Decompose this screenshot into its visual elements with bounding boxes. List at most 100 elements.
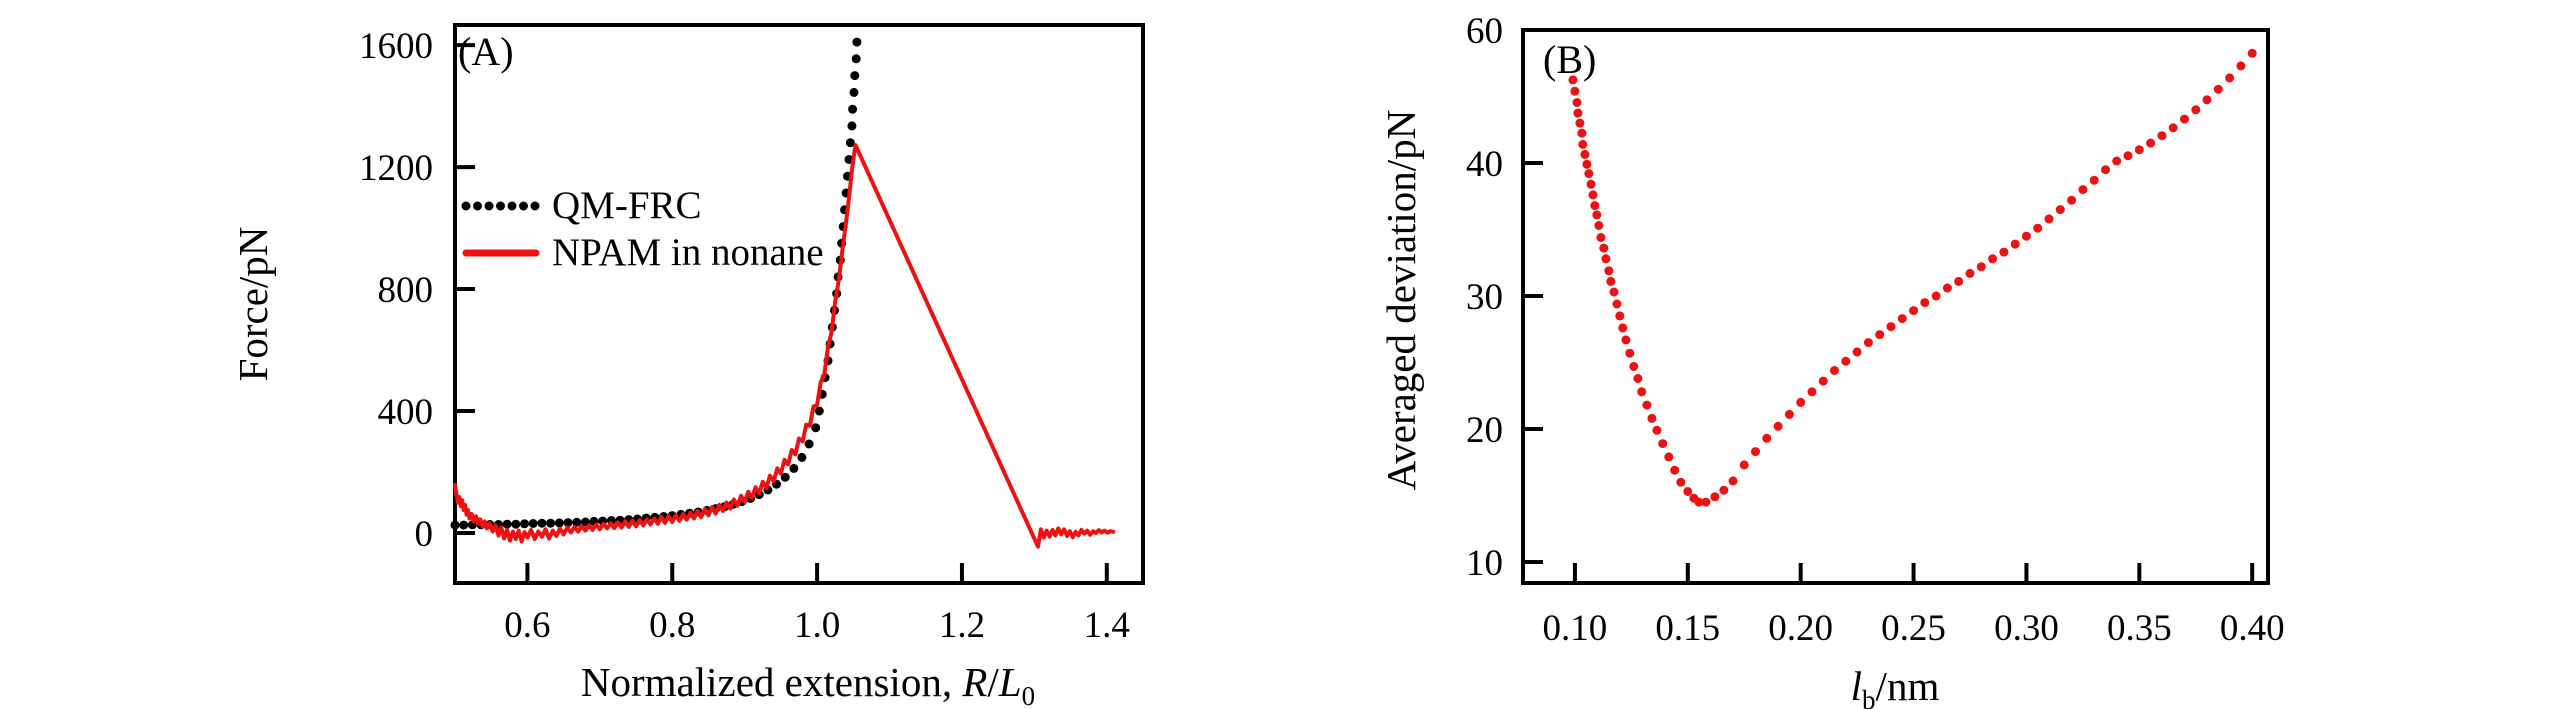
data-point bbox=[797, 452, 807, 462]
legend-item-npam-in-nonane: NPAM in nonane bbox=[460, 231, 824, 275]
data-point bbox=[502, 519, 512, 529]
data-point bbox=[2202, 95, 2212, 105]
data-point bbox=[2089, 175, 2099, 185]
data-point bbox=[1784, 409, 1794, 419]
data-point bbox=[528, 519, 538, 528]
data-point bbox=[1739, 460, 1749, 470]
data-point bbox=[1658, 439, 1668, 449]
data-point bbox=[554, 518, 564, 528]
panel-b-x-title-unit: /nm bbox=[1875, 663, 1940, 709]
data-point bbox=[1683, 487, 1693, 496]
data-point bbox=[1582, 159, 1592, 169]
y-tick-label: 1600 bbox=[359, 26, 433, 67]
data-point bbox=[2101, 165, 2110, 175]
data-point bbox=[1609, 287, 1619, 297]
y-tick-label: 400 bbox=[378, 392, 434, 433]
panel-b-label: (B) bbox=[1543, 37, 1597, 82]
data-point bbox=[2146, 138, 2156, 148]
data-point bbox=[2055, 205, 2065, 215]
data-point bbox=[1596, 233, 1606, 242]
data-point bbox=[2021, 231, 2031, 241]
data-point bbox=[2078, 185, 2088, 195]
panel-a-x-title-slash: / bbox=[987, 659, 999, 705]
data-point bbox=[2247, 48, 2257, 58]
x-tick-label: 0.8 bbox=[649, 605, 695, 646]
x-tick-label: 1.4 bbox=[1084, 605, 1130, 646]
x-tick-label: 0.30 bbox=[1994, 608, 2059, 649]
data-point bbox=[1572, 98, 1582, 107]
y-tick-label: 40 bbox=[1466, 144, 1503, 185]
data-point bbox=[1762, 433, 1772, 443]
data-point bbox=[1796, 397, 1806, 407]
data-point bbox=[1852, 347, 1862, 357]
legend-label-qm-frc: QM-FRC bbox=[552, 184, 702, 227]
x-tick-label: 0.15 bbox=[1655, 608, 1720, 649]
data-point bbox=[1965, 268, 1975, 278]
y-tick-label: 0 bbox=[415, 514, 434, 555]
data-point bbox=[789, 463, 799, 473]
y-tick-label: 800 bbox=[378, 270, 434, 311]
data-point bbox=[1642, 400, 1652, 410]
data-point bbox=[1670, 465, 1680, 475]
data-point bbox=[1601, 254, 1611, 264]
panel-b-plot: 0.10 0.15 0.20 0.25 0.30 0.35 0.40 10 20 30 40 60 bbox=[1466, 11, 2285, 649]
data-point bbox=[811, 423, 821, 433]
data-point bbox=[1931, 291, 1941, 301]
panel-b-x-title-var-l: l bbox=[1850, 663, 1863, 709]
data-point bbox=[2134, 145, 2144, 155]
panel-b-x-axis-title: lb/nm bbox=[1851, 662, 1940, 709]
averaged-deviation-series bbox=[1568, 48, 2257, 507]
panel-a-plot: 0.6 0.8 1.0 1.2 1.4 0 400 800 1200 1600 bbox=[359, 23, 1145, 646]
data-point bbox=[1570, 86, 1580, 96]
panel-b-frame bbox=[1521, 28, 2270, 585]
data-point bbox=[2067, 195, 2077, 205]
data-point bbox=[814, 406, 824, 416]
data-point bbox=[845, 138, 855, 148]
x-tick-label: 0.35 bbox=[2107, 608, 2172, 649]
qm-frc-dotted-line-swatch bbox=[461, 201, 541, 211]
data-point bbox=[1599, 243, 1609, 253]
data-point bbox=[1594, 221, 1604, 230]
x-tick-label: 0.40 bbox=[2220, 608, 2285, 649]
y-tick-label: 30 bbox=[1466, 277, 1503, 318]
data-point bbox=[1577, 128, 1587, 138]
qm-frc-series bbox=[450, 37, 862, 530]
data-point bbox=[2180, 114, 2189, 124]
data-point bbox=[2236, 61, 2246, 71]
panel-a-x-title-text: Normalized extension, bbox=[580, 659, 963, 705]
data-point bbox=[848, 104, 858, 114]
data-point bbox=[850, 71, 860, 81]
panel-b-x-title-subscript: b bbox=[1862, 685, 1876, 709]
data-point bbox=[2225, 73, 2235, 83]
data-point bbox=[2157, 131, 2167, 141]
data-point bbox=[2123, 151, 2133, 161]
npam-in-nonane-series bbox=[453, 143, 1116, 549]
data-point bbox=[1751, 447, 1760, 457]
panel-a-frame bbox=[453, 23, 1145, 585]
data-point bbox=[1637, 387, 1647, 397]
data-point bbox=[847, 121, 857, 131]
data-point bbox=[1604, 266, 1614, 276]
data-point bbox=[459, 520, 469, 530]
x-tick-label: 1.0 bbox=[794, 605, 840, 646]
panel-a-x-title-var-R: R bbox=[962, 659, 988, 705]
x-tick-label: 1.2 bbox=[939, 605, 985, 646]
data-point bbox=[1652, 425, 1662, 435]
panel-a-x-axis-title: Normalized extension, R/L0 bbox=[580, 658, 1036, 709]
data-point bbox=[1588, 190, 1598, 200]
data-point bbox=[1863, 338, 1873, 348]
data-point bbox=[1875, 330, 1885, 340]
data-point bbox=[1586, 179, 1596, 189]
data-point bbox=[1886, 322, 1896, 332]
data-point bbox=[1830, 366, 1839, 375]
data-point bbox=[1728, 476, 1738, 486]
data-point bbox=[450, 520, 460, 530]
panel-a-x-title-subscript: 0 bbox=[1021, 681, 1036, 709]
data-point bbox=[1633, 374, 1643, 383]
data-point bbox=[2044, 214, 2054, 224]
data-point bbox=[1909, 306, 1919, 316]
legend-label-npam-in-nonane: NPAM in nonane bbox=[552, 231, 824, 274]
data-point bbox=[1612, 299, 1622, 309]
